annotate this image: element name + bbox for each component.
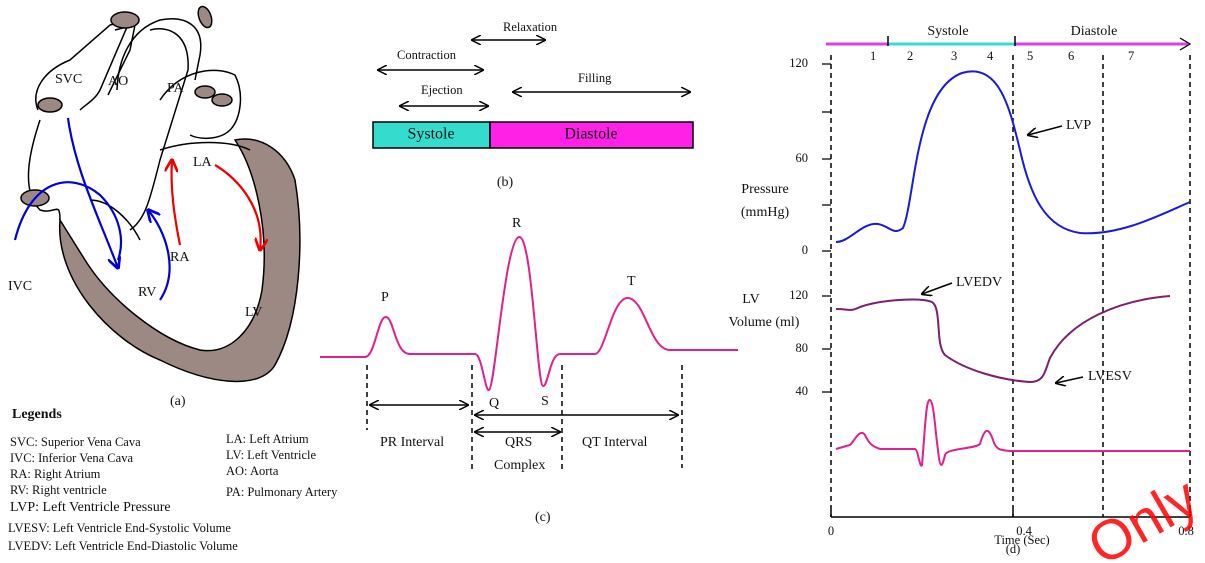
- label: LA: [193, 155, 213, 170]
- label: T: [627, 274, 636, 289]
- legend-item: LA: Left Atrium: [226, 432, 309, 446]
- phase-divider: [887, 36, 1016, 46]
- ecg-trace: [320, 235, 738, 392]
- label: P: [381, 290, 389, 305]
- label: Relaxation: [503, 20, 558, 34]
- phase-number: 7: [1128, 49, 1134, 63]
- label: SVC: [55, 72, 82, 87]
- phase-number: 2: [907, 49, 913, 63]
- x-tick-label: 0: [828, 524, 834, 538]
- heart: [20, 5, 301, 383]
- label: Q: [489, 396, 499, 411]
- label: RA: [170, 250, 190, 265]
- y-label: LV: [742, 292, 759, 307]
- legend-title: Legends: [12, 407, 62, 422]
- label: Contraction: [397, 48, 457, 62]
- diastole-bar: [489, 121, 694, 149]
- y-tick-label: 120: [789, 56, 808, 70]
- label: Complex: [494, 458, 545, 473]
- legend-item: AO: Aorta: [226, 464, 279, 478]
- arrow-head: [1179, 37, 1192, 51]
- y-tick: [822, 63, 831, 393]
- y-tick-label: 0: [802, 243, 808, 257]
- legend-item: SVC: Superior Vena Cava: [10, 435, 141, 449]
- label: Systole: [927, 24, 968, 39]
- y-tick-label: 60: [796, 151, 809, 165]
- legend-item: RV: Right ventricle: [10, 483, 107, 497]
- x-tick-label: 0.8: [1178, 524, 1194, 538]
- x-tick-label: 0.4: [1016, 524, 1032, 538]
- blood-flow: [13, 117, 261, 301]
- label: QRS: [505, 435, 532, 450]
- label: Filling: [578, 71, 612, 85]
- label: LVEDV: [956, 275, 1002, 290]
- legend-item: LVEDV: Left Ventricle End-Diastolic Volu…: [8, 539, 238, 553]
- legend-item: LV: Left Ventricle: [226, 448, 316, 462]
- label: Systole: [407, 126, 454, 143]
- legend-item: LVP: Left Ventricle Pressure: [10, 500, 171, 515]
- label: Ejection: [421, 83, 463, 97]
- arrow: [1028, 125, 1063, 135]
- legend-item: LVESV: Left Ventricle End-Systolic Volum…: [8, 521, 231, 535]
- x-label: Time (Sec): [994, 533, 1049, 547]
- label: IVC: [8, 279, 32, 294]
- y-label: (mmHg): [741, 205, 790, 220]
- volume-curve: [835, 295, 1171, 384]
- label: AO: [108, 74, 128, 89]
- caption: (a): [170, 394, 186, 409]
- caption: (b): [497, 175, 514, 190]
- label: Diastole: [1071, 24, 1118, 39]
- y-tick-label: 80: [796, 341, 809, 355]
- watermark: Only: [1077, 465, 1205, 563]
- phase-number: 1: [870, 49, 876, 63]
- arrow: [1056, 377, 1084, 383]
- caption: (d): [1006, 542, 1021, 556]
- legend-item: IVC: Inferior Vena Cava: [10, 451, 133, 465]
- label: S: [541, 394, 549, 409]
- x-tick: [830, 510, 1191, 517]
- label: LVP: [1066, 118, 1091, 133]
- label: PR Interval: [380, 435, 444, 450]
- caption: (c): [535, 510, 551, 525]
- ecg-trace: [835, 398, 1190, 467]
- phase-number: 4: [987, 49, 994, 63]
- label: Diastole: [564, 126, 617, 143]
- label: QT Interval: [582, 435, 648, 450]
- phase-number: 3: [951, 49, 957, 63]
- label: PA: [167, 81, 185, 96]
- label: RV: [138, 285, 156, 300]
- phase-number: 6: [1068, 49, 1074, 63]
- legend-item: RA: Right Atrium: [10, 467, 101, 481]
- y-label: Pressure: [741, 182, 788, 197]
- systole-bar: [372, 121, 491, 149]
- y-tick-label: 120: [789, 288, 808, 302]
- arrow: [922, 282, 953, 294]
- y-label: Volume (ml): [729, 315, 800, 330]
- phase-number: 5: [1027, 49, 1033, 63]
- label: R: [512, 216, 522, 231]
- y-tick-label: 40: [796, 384, 809, 398]
- label: LVESV: [1088, 369, 1132, 384]
- label: LV: [245, 305, 262, 320]
- pressure-curve: [835, 70, 1191, 243]
- legend-item: PA: Pulmonary Artery: [226, 485, 338, 499]
